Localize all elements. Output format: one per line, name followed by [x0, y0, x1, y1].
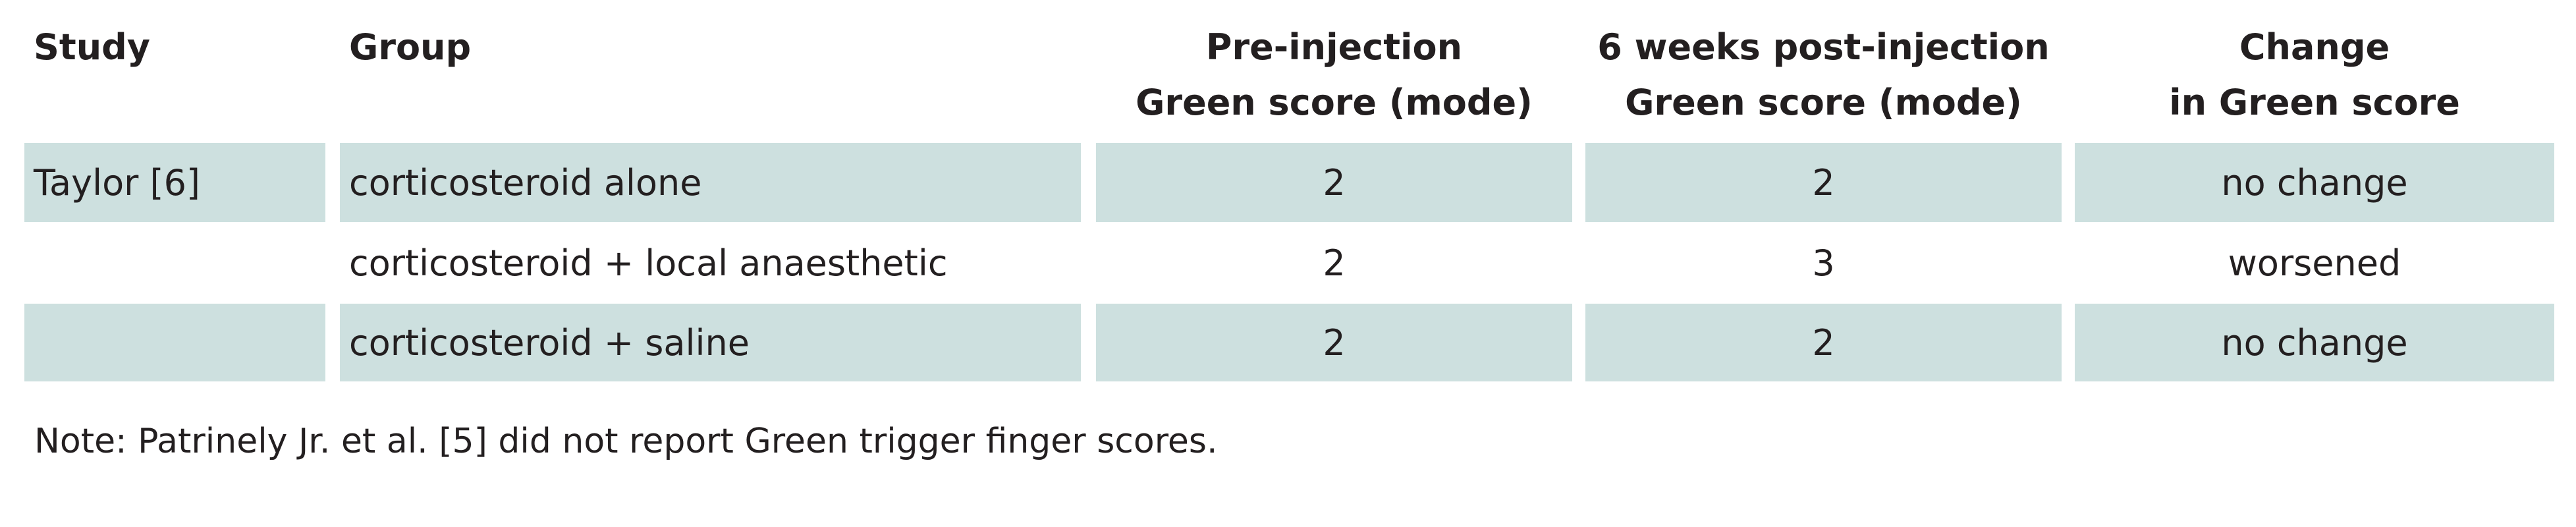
- table-cell: Taylor [6]: [24, 143, 325, 222]
- table-cell: corticosteroid + local anaesthetic: [349, 242, 948, 284]
- table-cell: 2: [1323, 242, 1346, 284]
- header-line: Pre-injection: [1205, 26, 1463, 68]
- column-header: Change in Green score: [2075, 20, 2554, 130]
- column-header: 6 weeks post-injection Green score (mode): [1585, 20, 2062, 130]
- table-cell: corticosteroid + saline: [340, 304, 1081, 381]
- table-cell: 3: [1812, 242, 1835, 284]
- table-note: Note: Patrinely Jr. et al. [5] did not r…: [34, 422, 1218, 461]
- header-line: Group: [349, 26, 472, 68]
- table-cell: no change: [2075, 143, 2554, 222]
- table-cell: [24, 225, 325, 300]
- table-cell: 2: [1585, 143, 2062, 222]
- header-line: Study: [34, 26, 151, 68]
- header-line: Green score (mode): [1625, 82, 2022, 123]
- header-line: 6 weeks post-injection: [1597, 26, 2050, 68]
- table-cell: [24, 304, 325, 381]
- table-cell: 2: [1096, 304, 1572, 381]
- column-header: Group: [340, 20, 1081, 75]
- table-cell: 2: [1096, 143, 1572, 222]
- table-cell: worsened: [2228, 242, 2401, 284]
- header-line: in Green score: [2169, 82, 2460, 123]
- table-cell: corticosteroid alone: [340, 143, 1081, 222]
- header-line: Green score (mode): [1136, 82, 1533, 123]
- column-header: Pre-injection Green score (mode): [1096, 20, 1572, 130]
- table-cell: 2: [1585, 304, 2062, 381]
- column-header: Study: [24, 20, 325, 75]
- table-cell: no change: [2075, 304, 2554, 381]
- header-line: Change: [2239, 26, 2390, 68]
